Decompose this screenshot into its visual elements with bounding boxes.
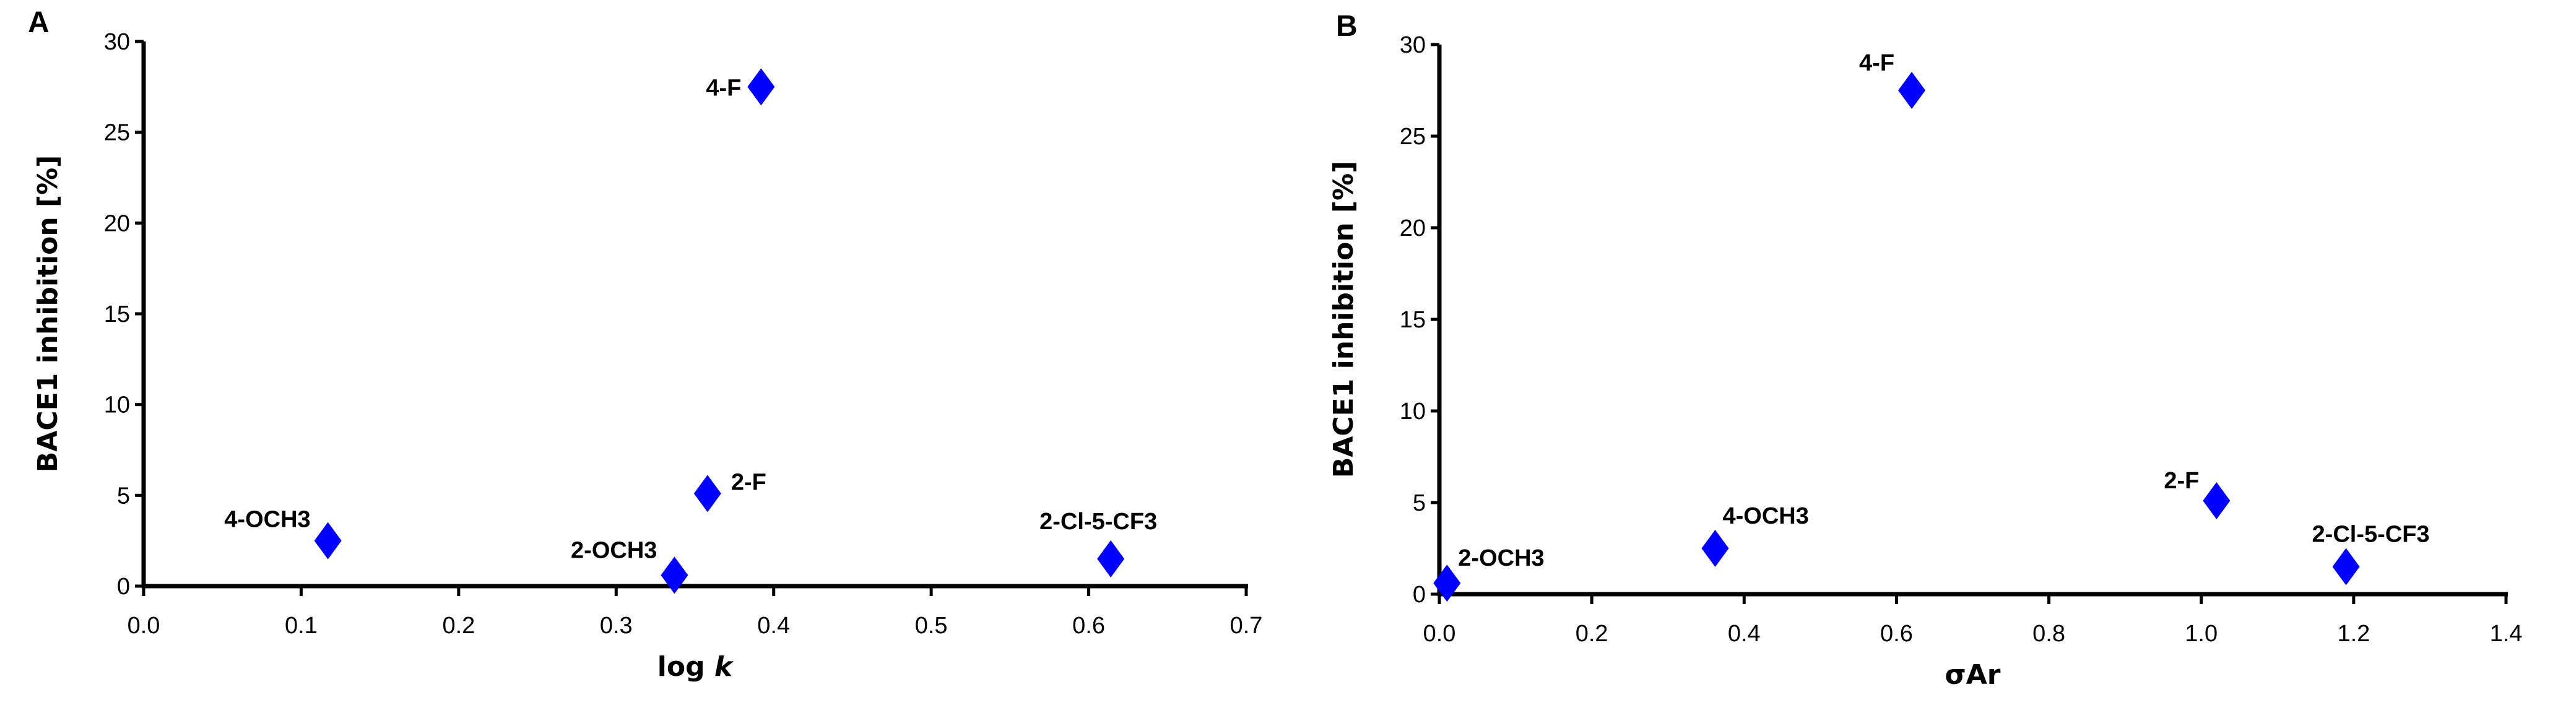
x-tick-label: 0.5 [915, 613, 948, 639]
y-tick-label: 15 [104, 301, 130, 327]
x-tick-label: 0.4 [757, 613, 790, 639]
x-tick-label: 0.6 [1072, 613, 1105, 639]
data-label: 2-OCH3 [1458, 545, 1544, 571]
x-tick-label: 1.2 [2337, 621, 2370, 647]
data-point-2-f [693, 475, 721, 512]
x-tick-label: 0.4 [1728, 621, 1761, 647]
data-label: 2-F [2164, 468, 2199, 494]
y-tick-label: 10 [1400, 399, 1426, 425]
y-axis-title: BACE1 inhibition [%] [1328, 161, 1360, 478]
y-tick-label: 15 [1400, 307, 1426, 333]
y-tick-label: 10 [104, 392, 130, 418]
x-axis-title: σAr [1945, 659, 2000, 691]
data-label: 4-F [1859, 50, 1894, 76]
x-tick-label: 1.0 [2185, 621, 2218, 647]
data-label: 2-OCH3 [571, 537, 657, 563]
x-axis-title: log k [657, 651, 734, 683]
x-tick-label: 0.2 [1576, 621, 1608, 647]
y-tick-label: 0 [117, 574, 130, 600]
data-point-4-och3 [314, 522, 342, 560]
x-tick-label: 0.0 [128, 613, 160, 639]
y-tick-label: 20 [104, 210, 130, 236]
data-label: 2-Cl-5-CF3 [2312, 522, 2430, 548]
data-label: 4-F [706, 75, 741, 101]
y-tick-label: 25 [1400, 124, 1426, 150]
x-axis-title-italic: k [714, 651, 734, 683]
y-tick-label: 5 [117, 483, 130, 509]
data-label: 2-Cl-5-CF3 [1039, 509, 1157, 535]
x-tick-label: 0.7 [1230, 613, 1263, 639]
y-tick-label: 20 [1400, 215, 1426, 241]
x-tick-label: 0.8 [2032, 621, 2065, 647]
panel-label: A [28, 6, 50, 39]
y-tick-label: 25 [104, 120, 130, 146]
x-tick-label: 1.4 [2490, 621, 2523, 647]
y-tick-label: 5 [1413, 490, 1426, 516]
panel-label: B [1336, 10, 1358, 43]
x-tick-label: 0.3 [600, 613, 633, 639]
data-label: 4-OCH3 [224, 507, 310, 533]
data-point-4-f [747, 68, 775, 106]
data-label: 2-F [731, 469, 766, 495]
x-axis-title-text: log [657, 651, 714, 683]
y-tick-label: 0 [1413, 582, 1426, 608]
chart-panel-a: A 0 5 10 15 20 25 30 0.0 0.1 0.2 0.3 0.4 0.5 0.6 0.7 BAC… [28, 6, 1262, 683]
x-tick-label: 0.2 [442, 613, 475, 639]
data-point-2-f [2203, 482, 2231, 520]
x-tick-label: 0.0 [1423, 621, 1456, 647]
y-tick-label: 30 [1400, 32, 1426, 58]
chart-panel-b: B 0 5 10 15 20 25 30 0.0 0.2 0.4 0.6 0.8 1.0 1.2 1.4 BAC… [1328, 10, 2522, 691]
data-point-4-f [1898, 72, 1926, 109]
x-tick-label: 0.1 [285, 613, 318, 639]
data-point-4-och3 [1701, 530, 1729, 567]
data-point-2-cl-5-cf3 [1097, 540, 1125, 577]
data-point-2-och3 [661, 556, 688, 594]
y-axis-title: BACE1 inhibition [%] [32, 155, 64, 473]
data-point-2-och3 [1433, 564, 1461, 602]
x-tick-label: 0.6 [1880, 621, 1913, 647]
y-tick-label: 30 [104, 29, 130, 55]
data-label: 4-OCH3 [1723, 503, 1809, 529]
data-point-2-cl-5-cf3 [2332, 548, 2360, 586]
